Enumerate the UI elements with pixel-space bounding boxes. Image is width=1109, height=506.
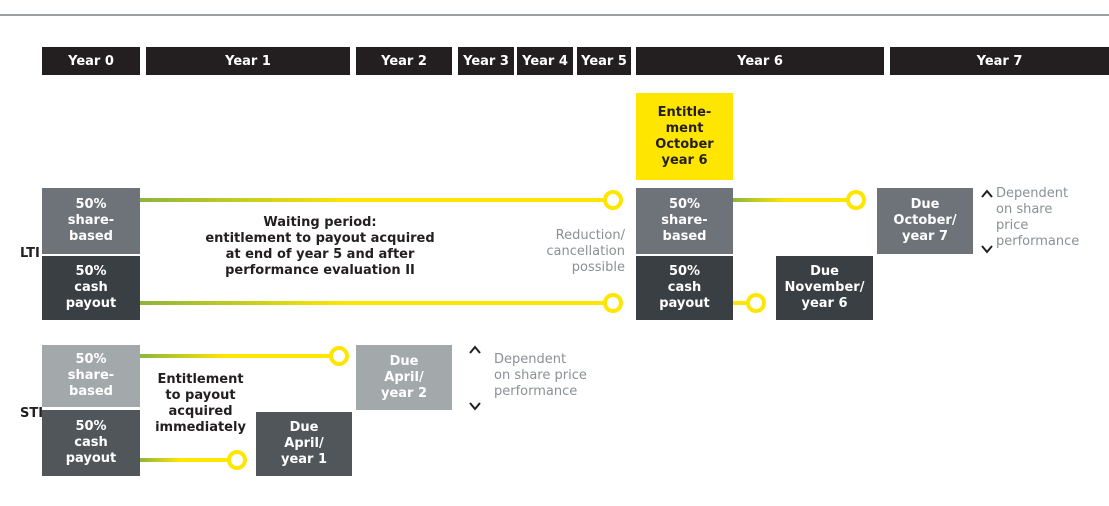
node bbox=[227, 450, 247, 470]
lti-y6-share-line bbox=[733, 198, 848, 202]
waiting-lines: entitlement to payout acquired at end of … bbox=[205, 231, 434, 279]
text-line: cash bbox=[74, 435, 108, 450]
text-line: on share bbox=[996, 202, 1053, 217]
lti-dependent-text: Dependent on share price performance bbox=[996, 186, 1109, 250]
text-line: share- bbox=[67, 213, 115, 228]
text-line: November/ bbox=[784, 280, 865, 295]
waiting-period: Waiting period: entitlement to payout ac… bbox=[170, 215, 470, 279]
text-line: ment bbox=[665, 120, 704, 136]
lti-cash-box: 50% cash payout bbox=[42, 256, 140, 320]
arrow-up bbox=[981, 189, 993, 198]
lti-share-box: 50% share-based bbox=[42, 188, 140, 254]
text-line: Entitle- bbox=[657, 104, 712, 120]
text-line: October bbox=[655, 136, 714, 152]
text-line: 50% bbox=[75, 419, 107, 434]
text-line: 50% bbox=[668, 264, 701, 279]
text-line: October/ bbox=[893, 213, 957, 228]
text-line: payout bbox=[659, 296, 710, 311]
waiting-title: Waiting period: bbox=[263, 215, 377, 230]
text-line: immediately bbox=[155, 420, 246, 435]
lti-due-share-box: Due October/year 7 bbox=[877, 188, 973, 254]
lti-share-line bbox=[140, 198, 605, 202]
text-line: performance bbox=[494, 384, 578, 399]
text-line: share- bbox=[661, 213, 708, 228]
text-line: year 6 bbox=[661, 152, 708, 168]
year-header: Year 0 bbox=[42, 47, 140, 75]
sti-share-line bbox=[140, 354, 331, 358]
year-header: Year 6 bbox=[636, 47, 884, 75]
year-header: Year 1 bbox=[146, 47, 350, 75]
lti-due-cash-box: Due November/year 6 bbox=[776, 256, 873, 320]
year-header: Year 3 bbox=[458, 47, 514, 75]
text-line: at end of year 5 and after bbox=[225, 247, 415, 262]
year-header: Year 7 bbox=[890, 47, 1109, 75]
sti-cash-box: 50% cash payout bbox=[42, 410, 140, 476]
text-line: 50% bbox=[75, 352, 107, 367]
sti-dependent-text: Dependent on share price performance bbox=[494, 352, 644, 400]
year-header: Year 2 bbox=[356, 47, 452, 75]
reduction-text: Reduction/cancellation possible bbox=[505, 228, 625, 276]
text-line: performance bbox=[996, 234, 1080, 249]
sti-due-share-box: Due April/year 2 bbox=[356, 345, 452, 410]
text-line: cancellation bbox=[546, 244, 625, 259]
text-line: based bbox=[662, 229, 707, 244]
node bbox=[603, 190, 623, 210]
text-line: based bbox=[69, 384, 113, 399]
text-line: cash bbox=[667, 280, 702, 295]
text-line: Due bbox=[289, 420, 319, 435]
lti-cash-line bbox=[140, 301, 605, 305]
text-line: 50% bbox=[75, 197, 107, 212]
text-line: cash bbox=[74, 280, 108, 295]
arrow-down bbox=[469, 402, 481, 411]
node bbox=[603, 293, 623, 313]
text-line: price bbox=[996, 218, 1029, 233]
text-line: year 7 bbox=[901, 229, 949, 244]
arrow-up bbox=[469, 345, 481, 354]
text-line: year 6 bbox=[801, 296, 848, 311]
text-line: on share price bbox=[494, 368, 587, 383]
lti-y6-share-box: 50% share-based bbox=[636, 188, 733, 254]
text-line: 50% bbox=[75, 264, 107, 279]
text-line: Reduction/ bbox=[555, 228, 625, 243]
node bbox=[746, 293, 766, 313]
text-line: acquired bbox=[168, 404, 233, 419]
lti-y6-cash-box: 50% cash payout bbox=[636, 256, 733, 320]
lti-y6-cash-line bbox=[733, 301, 749, 305]
text-line: year 2 bbox=[380, 385, 428, 401]
text-line: Due bbox=[389, 353, 419, 369]
text-line: performance evaluation II bbox=[225, 263, 415, 278]
text-line: Dependent bbox=[996, 186, 1069, 201]
year-header: Year 4 bbox=[517, 47, 573, 75]
entitlement-box: Entitle-ment October year 6 bbox=[636, 93, 733, 180]
text-line: payout bbox=[65, 296, 117, 311]
sti-label: STI bbox=[20, 406, 44, 421]
text-line: entitlement to payout acquired bbox=[205, 231, 435, 246]
text-line: payout bbox=[65, 451, 117, 466]
text-line: Entitlement bbox=[157, 372, 244, 387]
text-line: possible bbox=[571, 260, 625, 275]
text-line: April/ bbox=[384, 369, 424, 385]
lti-label: LTI bbox=[20, 246, 40, 261]
year-header: Year 5 bbox=[577, 47, 631, 75]
node bbox=[329, 346, 349, 366]
arrow-down bbox=[981, 245, 993, 254]
text-line: Due bbox=[910, 197, 940, 212]
text-line: to payout bbox=[165, 388, 236, 403]
text-line: Dependent bbox=[494, 352, 567, 367]
text-line: based bbox=[69, 229, 113, 244]
sti-share-box: 50% share-based bbox=[42, 345, 140, 407]
sti-entitlement-text: Entitlement to payout acquired immediately bbox=[143, 372, 258, 436]
node bbox=[846, 190, 866, 210]
text-line: year 1 bbox=[280, 452, 328, 467]
text-line: Due bbox=[810, 264, 839, 279]
sti-due-cash-box: Due April/year 1 bbox=[256, 412, 352, 476]
text-line: 50% bbox=[668, 197, 701, 212]
sti-cash-line bbox=[140, 458, 229, 462]
text-line: share- bbox=[67, 368, 115, 383]
text-line: April/ bbox=[284, 436, 324, 451]
